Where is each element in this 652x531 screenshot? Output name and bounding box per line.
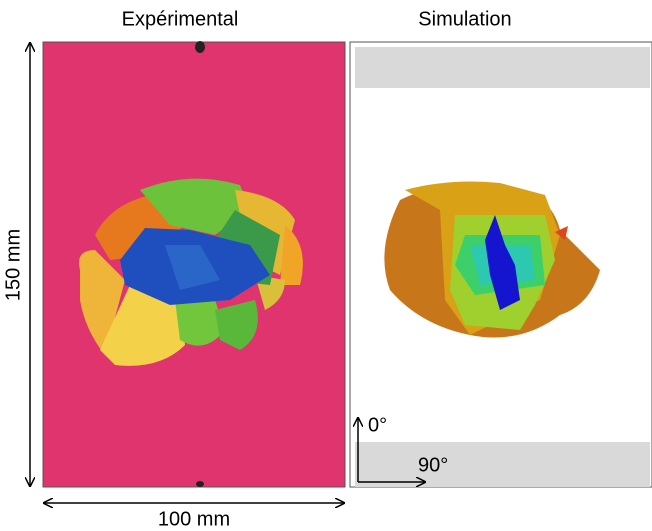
experimental-image	[42, 41, 346, 488]
dimension-label: 100 mm	[158, 508, 230, 530]
panel-title: Simulation	[418, 8, 511, 30]
simulation-image	[349, 41, 652, 488]
orientation-label: 0°	[368, 414, 387, 436]
dimension-label: 150 mm	[2, 229, 24, 301]
panel-title: Expérimental	[122, 8, 239, 30]
orientation-label: 90°	[418, 454, 448, 476]
